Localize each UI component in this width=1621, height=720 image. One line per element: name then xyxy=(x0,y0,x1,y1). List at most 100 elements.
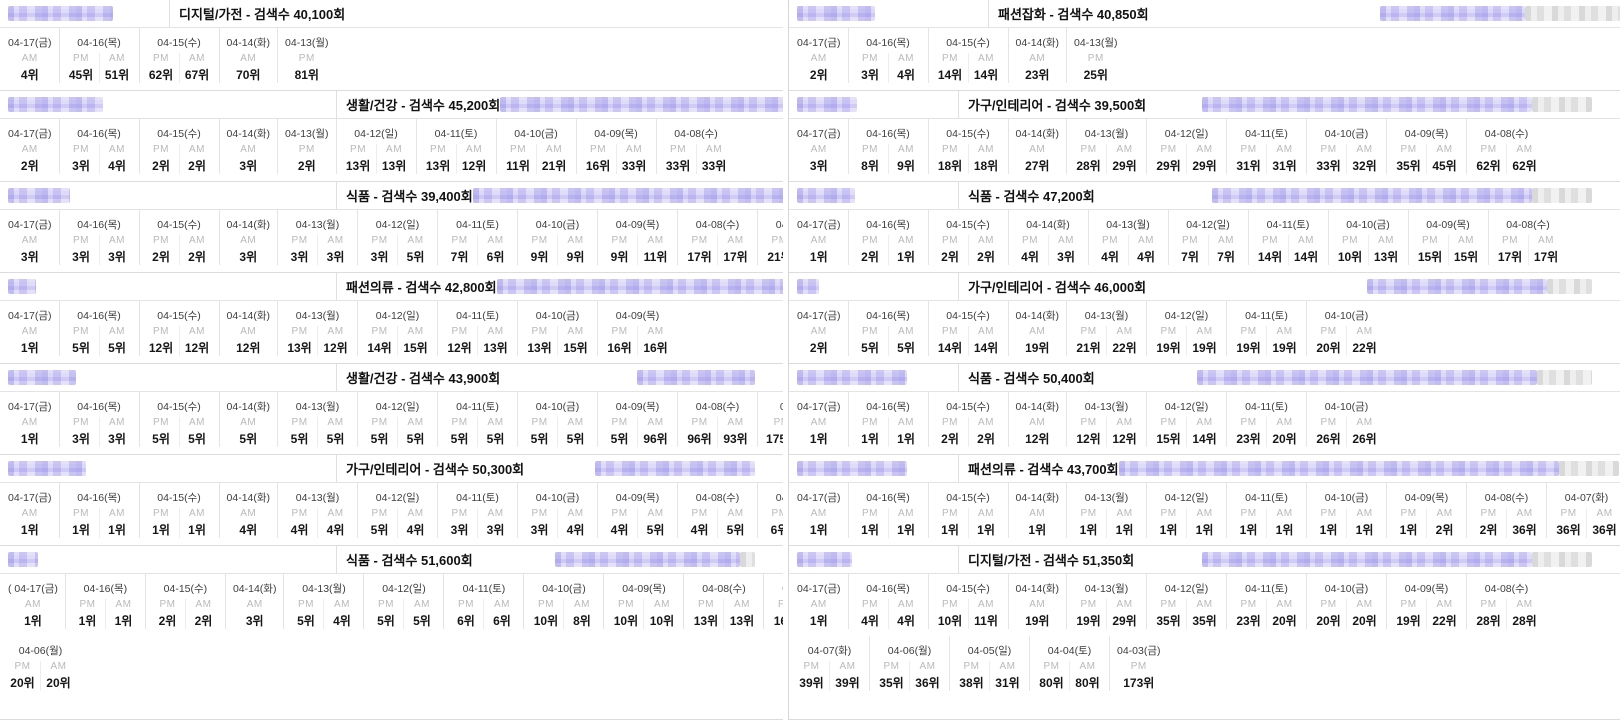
rank-slot: PM 5위 xyxy=(288,599,323,629)
keyword-cell xyxy=(0,182,337,209)
ampm-label: AM xyxy=(1356,326,1373,337)
date-label: 04-07(화) xyxy=(762,399,783,414)
rank-value: 3위 xyxy=(486,523,505,537)
ampm-label: AM xyxy=(567,417,584,428)
rank-slot: AM 15위 xyxy=(557,326,593,356)
ampm-label: AM xyxy=(189,235,206,246)
date-label: 04-10(금) xyxy=(1324,492,1369,504)
blurred-strip-gray xyxy=(1525,6,1620,21)
rank-value: 9위 xyxy=(610,250,629,264)
ampm-label: PM xyxy=(451,508,468,519)
blurred-category-strip xyxy=(500,97,783,112)
rank-value: 2위 xyxy=(1435,523,1454,537)
date-label: 04-14(화) xyxy=(226,219,271,231)
blurred-keyword xyxy=(797,188,855,203)
ampm-label: PM xyxy=(1080,508,1097,519)
rank-slot: PM 3위 xyxy=(64,144,99,174)
rank-slot: AM 13위 xyxy=(1367,235,1404,265)
ampm-label: AM xyxy=(487,326,504,337)
keyword-cell xyxy=(789,182,959,209)
blurred-strip-purple xyxy=(1118,461,1559,476)
panel-header: 생활/건강 - 검색수 45,200회 xyxy=(0,91,783,119)
rank-value: 15위 xyxy=(1453,250,1479,264)
rank-slot: AM 5위 xyxy=(887,326,924,356)
rank-slots: PM 7위 AM 7위 xyxy=(1173,235,1244,265)
rank-value: 12위 xyxy=(447,341,472,355)
rank-slot: AM 36위 xyxy=(1586,508,1620,538)
rank-slot: AM 5위 xyxy=(477,417,513,447)
rank-slot: AM 4위 xyxy=(1127,235,1164,265)
rank-slot: PM 2위 xyxy=(933,417,968,447)
rank-value: 31위 xyxy=(995,676,1020,690)
rank-value: 51위 xyxy=(104,68,130,82)
ampm-label: PM xyxy=(771,508,783,519)
date-label: 04-16(목) xyxy=(77,128,121,140)
rank-value: 1위 xyxy=(1399,523,1418,537)
rank-value: 13위 xyxy=(381,159,407,173)
rank-value: 38위 xyxy=(959,676,984,690)
rank-slots: PM 12위 AM 13위 xyxy=(442,326,513,356)
rank-value: 11위 xyxy=(506,159,530,173)
rank-slot: AM 2위 xyxy=(178,235,215,265)
ampm-label: AM xyxy=(1516,508,1533,519)
keyword-cell xyxy=(789,273,959,300)
rank-slot: AM 6위 xyxy=(483,599,519,629)
rank-value: 15위 xyxy=(1417,250,1443,264)
date-label: 04-12(일) xyxy=(1164,583,1209,595)
date-label: 04-13(월) xyxy=(295,310,340,322)
right-column: 패션잡화 - 검색수 40,850회 04-17(금) AM 2위 04-16(목) PM… xyxy=(788,0,1620,720)
rank-slots: PM 14위 AM 14위 xyxy=(933,53,1004,83)
panel-title: 가구/인테리어 - 검색수 39,500회 xyxy=(968,98,1147,113)
rank-slots: PM 38위 AM 31위 xyxy=(954,661,1025,691)
dates-row: 04-17(금) AM 3위 04-16(목) PM 3위 AM 3위 04-15(수) PM 2위… xyxy=(0,210,783,272)
rank-slots: PM 1위 AM 1위 xyxy=(1071,508,1142,538)
blurred-keyword xyxy=(797,370,907,385)
rank-value: 26위 xyxy=(1352,432,1377,446)
date-cell: 04-11(토) PM 19위 AM 19위 xyxy=(1226,301,1306,356)
ampm-label: AM xyxy=(109,417,126,428)
date-cell: 04-11(토) PM 3위 AM 3위 xyxy=(437,483,517,538)
date-label: 04-15(수) xyxy=(157,310,201,322)
rank-value: 21위 xyxy=(541,159,567,173)
rank-slot: PM 11위 xyxy=(501,144,536,174)
blurred-keyword xyxy=(8,6,113,21)
date-cell: 04-12(일) PM 13위 AM 13위 xyxy=(335,119,416,174)
rank-slots: PM 17위 AM 17위 xyxy=(1493,235,1564,265)
date-label: 04-11(토) xyxy=(456,401,499,413)
date-cell: 04-16(목) PM 3위 AM 3위 xyxy=(58,392,139,447)
ampm-label: PM xyxy=(531,508,548,519)
rank-slot: AM 12위 xyxy=(231,326,266,356)
rank-value: 1위 xyxy=(861,523,879,537)
ampm-label: PM xyxy=(73,417,90,428)
rank-slot: PM 62위 xyxy=(144,53,179,83)
date-label: 04-16(목) xyxy=(866,310,910,322)
rank-slot: AM 80위 xyxy=(1069,661,1105,691)
rank-slot: AM 2위 xyxy=(1426,508,1462,538)
date-label: 04-14(화) xyxy=(226,310,271,322)
date-cell: 04-07(화)PM175위AM174위 xyxy=(757,392,783,447)
rank-slots: PM 1위 AM 1위 xyxy=(1151,508,1222,538)
rank-slot: AM 2위 xyxy=(801,326,836,356)
ampm-label: AM xyxy=(466,144,483,155)
rank-value: 1위 xyxy=(1275,523,1294,537)
date-cell: 04-15(수) PM 10위 AM 11위 xyxy=(927,574,1008,629)
date-cell: 04-07(화)PM16위AM19위 xyxy=(763,574,783,629)
rank-slot: PM 16위 xyxy=(768,599,783,629)
blurred-category-strip xyxy=(496,279,783,294)
rank-slots: PM16위AM19위 xyxy=(768,599,783,629)
dates-row: 04-17(금) AM 1위 04-16(목) PM 1위 AM 1위 04-15(수) PM 2위… xyxy=(789,392,1620,454)
date-cell: 04-08(수) PM 62위 AM 62위 xyxy=(1466,119,1546,174)
date-cell: 04-08(수) PM 17위 AM 17위 xyxy=(677,210,757,265)
rank-slot: PM 5위 xyxy=(144,417,179,447)
date-label: 04-11(토) xyxy=(1245,583,1288,595)
rank-value: 5위 xyxy=(290,432,309,446)
ampm-label: PM xyxy=(1400,508,1417,519)
rank-slot: PM 2위 xyxy=(289,144,324,174)
date-label: 04-08(수) xyxy=(702,583,746,595)
dates-row: ( 04-17(금) AM 1위 04-16(목) PM 1위 AM 1위 04-15(수) PM… xyxy=(0,574,783,636)
rank-slots: PM 13위 AM 12위 xyxy=(421,144,492,174)
rank-value: 31위 xyxy=(1272,159,1297,173)
rank-value: 17위 xyxy=(1497,250,1523,264)
rank-value: 28위 xyxy=(1512,614,1537,628)
ampm-label: PM xyxy=(451,417,468,428)
